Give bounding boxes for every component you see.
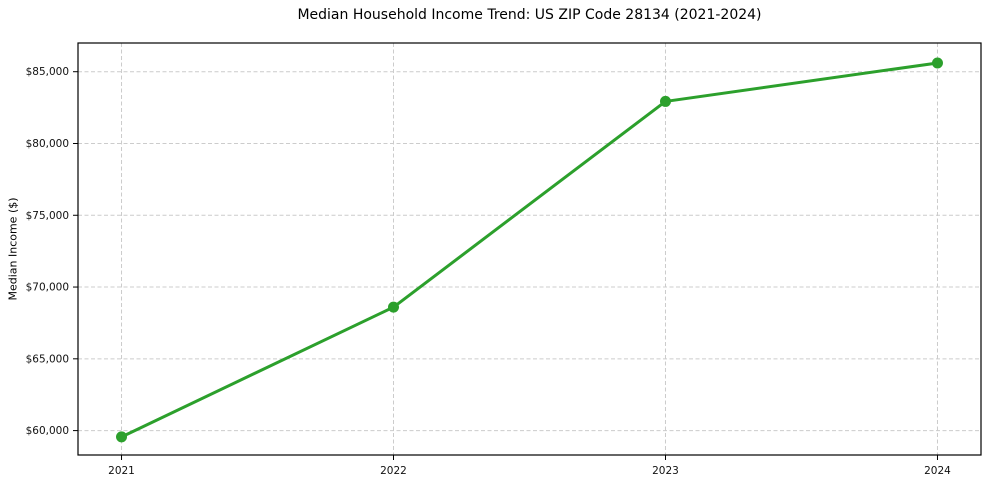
- data-point-2021: [116, 431, 128, 443]
- chart-title: Median Household Income Trend: US ZIP Co…: [297, 7, 762, 23]
- trend-line: [120, 61, 939, 439]
- data-point-2022: [388, 301, 400, 313]
- x-tick-label: 2021: [108, 465, 135, 477]
- y-tick-label: $75,000: [26, 210, 69, 222]
- data-point-2023: [659, 95, 671, 107]
- y-tick-label: $60,000: [26, 425, 69, 437]
- y-tick-label: $70,000: [26, 282, 69, 294]
- plot-border: [77, 42, 982, 456]
- y-tick-label: $80,000: [26, 138, 69, 150]
- x-tick-label: 2024: [924, 465, 951, 477]
- x-tick-label: 2023: [652, 465, 679, 477]
- y-tick-label: $65,000: [26, 353, 69, 365]
- y-tick-label: $85,000: [26, 66, 69, 78]
- x-tick-label: 2022: [380, 465, 407, 477]
- data-point-2024: [931, 57, 943, 69]
